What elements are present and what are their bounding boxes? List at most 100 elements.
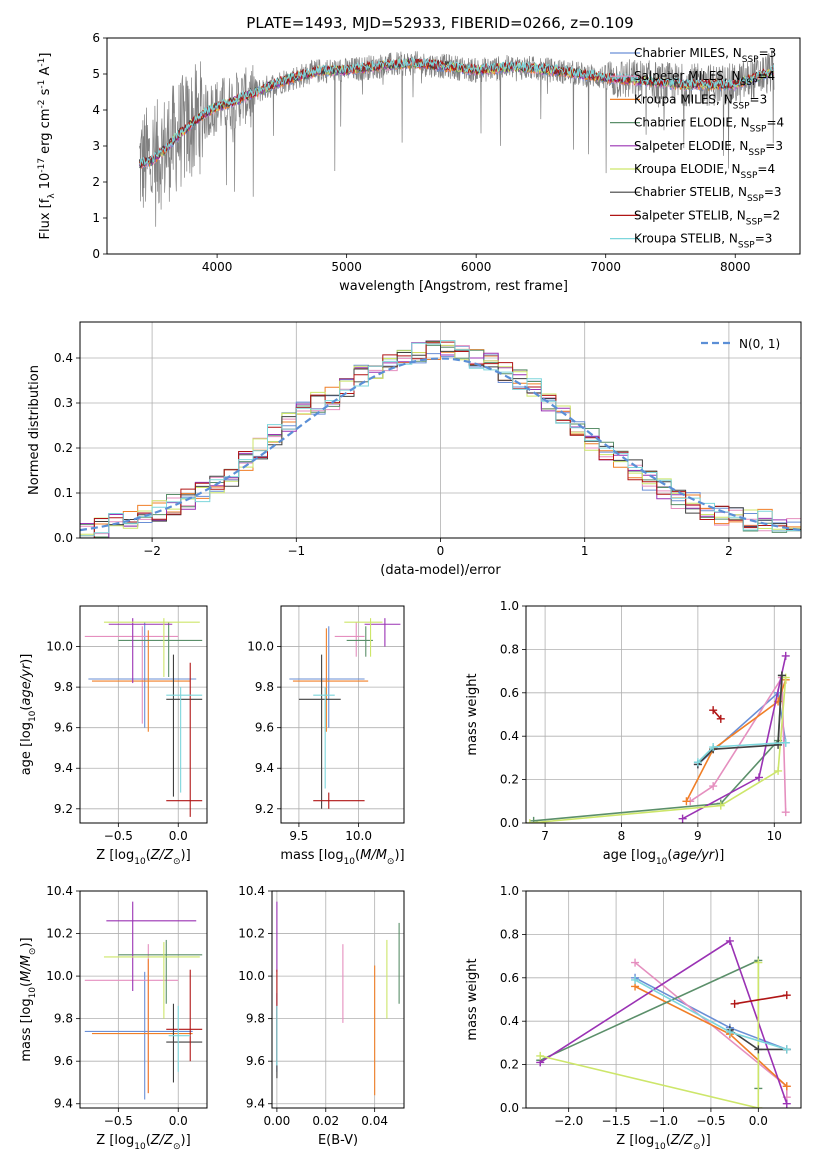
x-tick-label: −1 — [287, 544, 305, 558]
errorbar-point — [166, 969, 203, 1062]
y-tick-label: 0.8 — [500, 927, 519, 941]
y-tick-label: 0.0 — [54, 531, 73, 545]
y-tick-label: 9.2 — [255, 802, 274, 816]
y-tick-label: 9.8 — [54, 1012, 73, 1026]
x-axis-label: wavelength [Angstrom, rest frame] — [339, 279, 568, 294]
y-tick-label: 10.2 — [46, 927, 73, 941]
x-tick-label: −0.5 — [104, 1114, 133, 1128]
weight-point-marker — [682, 797, 691, 806]
x-tick-label: 0.00 — [264, 1114, 291, 1128]
weight-point-marker — [631, 958, 640, 967]
weight-series-line — [689, 674, 787, 813]
weight-series-line — [697, 675, 783, 765]
weight-point-marker — [725, 1028, 734, 1037]
y-tick-label: 2 — [92, 175, 100, 189]
y-tick-label: 0.4 — [54, 351, 73, 365]
histogram-step-line — [80, 340, 801, 538]
y-tick-label: 9.4 — [246, 1097, 265, 1111]
y-axis-label: mass weight — [465, 673, 480, 755]
legend-entry: Salpeter MILES, NSSP=4 — [634, 69, 775, 88]
y-tick-label: 10.0 — [238, 969, 265, 983]
weight-point-marker — [693, 758, 702, 767]
panel-age_vs_Z: −0.5 0.0 9.2 9.4 9.6 9.8 10.0 Z [log10(Z/Z⊙)] ag… — [19, 605, 208, 867]
x-axis-label: Z [log10(Z/Z⊙)] — [616, 1133, 710, 1152]
spectrum-legend: Chabrier MILES, NSSP=3 Salpeter MILES, NS… — [610, 46, 784, 251]
panel-weight_vs_age: 7 8 9 10 0.0 0.2 0.4 0.6 0.8 1.0 age [log10(age/yr… — [465, 599, 802, 867]
x-tick-label: 0.02 — [312, 1114, 339, 1128]
weight-point-marker — [774, 740, 783, 749]
x-axis-label: mass [log10(M/M⊙)] — [280, 848, 404, 867]
model-spectrum-line — [139, 56, 775, 166]
weight-point-marker — [781, 651, 790, 660]
y-tick-label: 0.8 — [500, 642, 519, 656]
x-tick-label: −0.5 — [696, 1114, 725, 1128]
errorbar-point — [106, 901, 197, 991]
weight-point-marker — [716, 801, 725, 810]
weight-point-marker — [678, 814, 687, 823]
ticks-age_vs_Z: −0.5 0.0 9.2 9.4 9.6 9.8 10.0 — [46, 640, 188, 843]
y-tick-label: 6 — [92, 31, 100, 45]
panel-mass_vs_Z: −0.5 0.0 9.4 9.6 9.8 10.0 10.2 10.4 Z [log10(Z/Z… — [19, 884, 208, 1152]
x-tick-label: 9 — [694, 829, 702, 843]
weight-point-marker — [730, 999, 739, 1008]
y-tick-label: 9.6 — [255, 721, 274, 735]
x-tick-label: −2.0 — [554, 1114, 583, 1128]
x-tick-label: 1 — [581, 544, 589, 558]
y-tick-label: 10.4 — [46, 884, 73, 898]
ticks-mass_vs_Z: −0.5 0.0 9.4 9.6 9.8 10.0 10.2 10.4 — [46, 884, 188, 1128]
x-tick-label: 6000 — [461, 260, 492, 274]
x-tick-label: 8 — [618, 829, 626, 843]
x-tick-label: −2 — [143, 544, 161, 558]
y-axis-label: mass weight — [465, 958, 480, 1040]
x-axis-label: (data-model)/error — [380, 563, 501, 578]
axes-frame — [106, 37, 801, 255]
weight-series-line — [540, 962, 760, 1108]
y-tick-label: 10.0 — [247, 640, 274, 654]
y-tick-label: 9.4 — [255, 761, 274, 775]
weight-point-marker — [781, 808, 790, 817]
errorbar-point — [84, 626, 179, 724]
weight-point-marker — [754, 958, 763, 967]
ticks-weight_vs_Z: −2.0 −1.5 −1.0 −0.5 0.0 0.0 0.2 0.4 0.6 0.8 1.0 — [500, 884, 768, 1128]
legend-entry: N(0, 1) — [739, 337, 780, 351]
y-tick-label: 1 — [92, 211, 100, 225]
axes-frame — [79, 605, 208, 824]
y-tick-label: 0.1 — [54, 486, 73, 500]
weight-point-marker — [709, 743, 718, 752]
axes-frame — [280, 605, 405, 824]
x-tick-label: 0.0 — [169, 1114, 188, 1128]
ticks-spectrum: 4000 5000 6000 7000 8000 0 1 2 3 4 5 6 — [92, 31, 750, 274]
errorbar-point — [103, 942, 200, 1019]
y-tick-label: 0.2 — [54, 441, 73, 455]
x-tick-label: −1.5 — [602, 1114, 631, 1128]
weight-point-marker — [631, 975, 640, 984]
y-tick-label: 1.0 — [500, 884, 519, 898]
legend-entry: Salpeter STELIB, NSSP=2 — [634, 208, 780, 227]
x-tick-label: 10 — [767, 829, 782, 843]
y-tick-label: 0.2 — [500, 773, 519, 787]
plot-area-age_vs_Z — [80, 606, 207, 823]
errorbar-point — [344, 618, 383, 657]
ticks-age_vs_mass: 9.5 10.0 9.2 9.4 9.6 9.8 10.0 — [247, 640, 372, 843]
errorbar-point — [346, 626, 373, 657]
y-tick-label: 10.4 — [238, 884, 265, 898]
panel-residuals: −2 −1 0 1 2 0.0 0.1 0.2 0.3 0.4 (data-model)/error… — [27, 321, 802, 578]
plot-area-residuals — [80, 322, 801, 538]
y-tick-label: 0.4 — [500, 1014, 519, 1028]
y-tick-label: 0.0 — [500, 816, 519, 830]
figure-title: PLATE=1493, MJD=52933, FIBERID=0266, z=0… — [246, 14, 633, 32]
errorbar-point — [103, 618, 200, 677]
weight-point-marker — [526, 819, 534, 823]
weight-point-marker — [782, 1045, 791, 1054]
legend-entry: Chabrier MILES, NSSP=3 — [634, 46, 776, 65]
axes-frame — [271, 890, 405, 1109]
weight-series-line — [539, 959, 760, 1089]
weight-point-marker — [782, 1099, 791, 1108]
errorbar-point — [313, 792, 365, 809]
weight-point-marker — [709, 782, 718, 791]
normal-curve-line — [80, 357, 801, 532]
y-tick-label: 0.2 — [500, 1058, 519, 1072]
residual-legend: N(0, 1) — [701, 337, 780, 351]
legend-entry: Chabrier STELIB, NSSP=3 — [634, 185, 782, 204]
